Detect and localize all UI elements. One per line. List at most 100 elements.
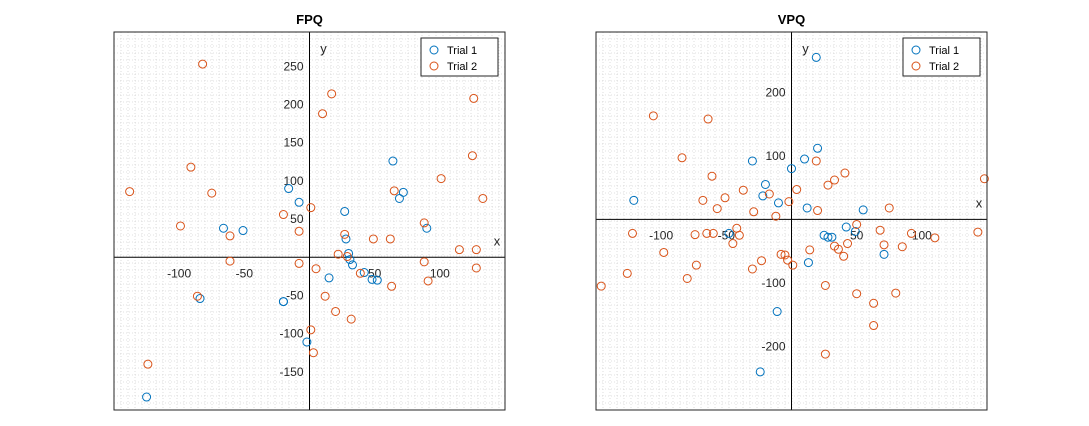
trial-2-point bbox=[677, 153, 687, 163]
x-tick-label: 50 bbox=[368, 266, 382, 280]
trial-2-point bbox=[783, 255, 793, 265]
trial-1-point bbox=[858, 205, 868, 215]
x-tick-label: -100 bbox=[167, 266, 191, 280]
trial-2-point bbox=[738, 185, 748, 195]
trial-2-point bbox=[659, 247, 669, 257]
trial-2-point bbox=[805, 245, 815, 255]
trial-2-point bbox=[308, 348, 318, 358]
trial-1-point bbox=[278, 297, 288, 307]
trial-2-point bbox=[225, 231, 235, 241]
trial-2-point bbox=[792, 185, 802, 195]
trial-2-point bbox=[784, 197, 794, 207]
trial-2-point bbox=[788, 260, 798, 270]
tick-labels: -100 -50 50 100 -150 -100 -50 50 100 150 200 250 bbox=[167, 59, 450, 378]
trial-2-point bbox=[691, 260, 701, 270]
trial-2-point bbox=[979, 174, 989, 184]
trial-2-point bbox=[327, 89, 337, 99]
trial-2-point bbox=[833, 244, 843, 254]
trial-2-point bbox=[648, 111, 658, 121]
chart-title: VPQ bbox=[778, 12, 805, 27]
y-tick-label: 50 bbox=[290, 212, 304, 226]
legend-marker-trial-2 bbox=[429, 61, 439, 71]
trial-1-point bbox=[359, 268, 369, 278]
trial-2-point bbox=[423, 276, 433, 286]
trial-2-point bbox=[478, 193, 488, 203]
trial-1-point bbox=[724, 228, 734, 238]
fpq-scatter-panel: FPQ -100 -50 50 100 -150 -100 -50 50 100 150 200 25… bbox=[113, 12, 506, 411]
x-axis-label: x bbox=[494, 233, 501, 248]
plot-frame bbox=[113, 31, 506, 411]
trial-2-point bbox=[355, 268, 365, 278]
trial-2-point bbox=[306, 325, 316, 335]
plot-frame bbox=[595, 31, 988, 411]
y-tick-label: -200 bbox=[761, 339, 785, 353]
legend: Trial 1 Trial 2 bbox=[420, 37, 499, 77]
chart-title: FPQ bbox=[296, 12, 323, 27]
y-tick-label: 250 bbox=[283, 59, 303, 73]
trial-2-point bbox=[198, 59, 208, 69]
trial-2-point bbox=[708, 228, 718, 238]
x-tick-label: 100 bbox=[430, 266, 450, 280]
trial-1-point bbox=[388, 156, 398, 166]
trial-1-point bbox=[195, 294, 205, 304]
trial-2-point bbox=[311, 264, 321, 274]
trial-1-point bbox=[302, 337, 312, 347]
trial-2-point bbox=[811, 156, 821, 166]
trial-2-point bbox=[840, 168, 850, 178]
trial-2-point bbox=[682, 273, 692, 283]
legend-box bbox=[902, 37, 981, 77]
trial-1-point bbox=[340, 206, 350, 216]
trial-2-point bbox=[627, 228, 637, 238]
trial-2-point bbox=[320, 291, 330, 301]
trial-2-point bbox=[385, 234, 395, 244]
trial-2-point bbox=[879, 240, 889, 250]
trial-2-point bbox=[906, 228, 916, 238]
trial-2-point bbox=[125, 187, 135, 197]
x-tick-label: 100 bbox=[912, 228, 932, 242]
trial-2-point bbox=[712, 204, 722, 214]
trial-2-point bbox=[469, 93, 479, 103]
trial-1-point bbox=[787, 164, 796, 174]
trial-2-point bbox=[342, 252, 352, 262]
trial-2-point bbox=[419, 218, 429, 228]
trial-1-point bbox=[760, 179, 770, 189]
y-tick-label: 200 bbox=[283, 98, 303, 112]
trial-1-point bbox=[800, 154, 810, 164]
trial-2-point bbox=[823, 180, 833, 190]
trial-1-point bbox=[758, 191, 768, 201]
y-axis-label: y bbox=[802, 41, 809, 56]
y-tick-label: 100 bbox=[765, 149, 785, 163]
trial-2-point bbox=[820, 349, 830, 359]
trial-2-point bbox=[698, 195, 708, 205]
trial-2-point bbox=[467, 151, 477, 161]
legend-marker-trial-1 bbox=[911, 45, 921, 55]
trial-1-point bbox=[238, 226, 248, 236]
legend-label-trial-1: Trial 1 bbox=[447, 45, 477, 57]
trial-1-point bbox=[841, 222, 851, 232]
trial-2-point bbox=[703, 114, 713, 124]
y-tick-label: 150 bbox=[283, 136, 303, 150]
trial-2-point bbox=[830, 175, 840, 185]
trial-2-point bbox=[318, 109, 328, 119]
trial-2-point bbox=[471, 245, 481, 255]
legend-label-trial-2: Trial 2 bbox=[447, 61, 477, 73]
trial-2-point bbox=[389, 186, 399, 196]
trial-2-point bbox=[436, 174, 446, 184]
y-axis-label: y bbox=[320, 41, 327, 56]
trial-1-point bbox=[827, 232, 837, 242]
trial-2-point bbox=[596, 281, 606, 291]
trial-2-point bbox=[387, 281, 397, 291]
trial-1-point bbox=[773, 198, 783, 208]
trial-2-point bbox=[747, 264, 757, 274]
trial-2-point bbox=[707, 171, 717, 181]
trial-1-point bbox=[747, 156, 757, 166]
x-tick-label: -50 bbox=[718, 228, 736, 242]
x-tick-label: -100 bbox=[649, 228, 673, 242]
trial-1-point bbox=[879, 249, 889, 259]
trial-2-point bbox=[333, 249, 343, 259]
trial-2-point bbox=[622, 268, 632, 278]
trial-1-point bbox=[629, 195, 639, 205]
y-tick-label: 100 bbox=[283, 174, 303, 188]
